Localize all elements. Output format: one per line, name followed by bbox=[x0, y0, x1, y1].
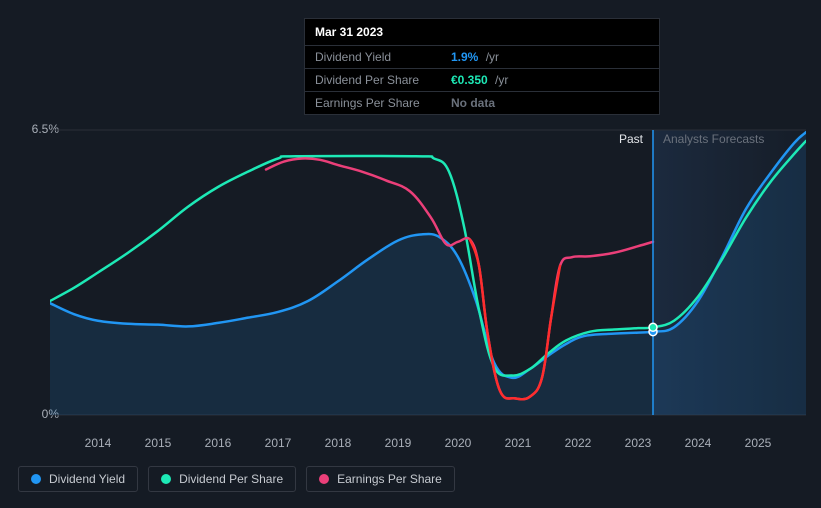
legend-label: Earnings Per Share bbox=[337, 472, 442, 486]
chart-plot-area[interactable] bbox=[50, 110, 806, 430]
x-tick-label: 2019 bbox=[385, 436, 412, 450]
x-tick-label: 2025 bbox=[745, 436, 772, 450]
tooltip-row: Earnings Per ShareNo data bbox=[305, 92, 659, 114]
marker-dividend_per_share bbox=[649, 323, 657, 331]
legend-label: Dividend Per Share bbox=[179, 472, 283, 486]
x-tick-label: 2023 bbox=[625, 436, 652, 450]
legend-item-dividend-yield[interactable]: Dividend Yield bbox=[18, 466, 138, 492]
legend-item-earnings-per-share[interactable]: Earnings Per Share bbox=[306, 466, 455, 492]
tooltip-row-value: No data bbox=[451, 96, 495, 110]
legend-swatch bbox=[319, 474, 329, 484]
x-tick-label: 2017 bbox=[265, 436, 292, 450]
region-label-forecast: Analysts Forecasts bbox=[663, 132, 764, 146]
region-label-past: Past bbox=[619, 132, 643, 146]
legend-swatch bbox=[31, 474, 41, 484]
tooltip-row-label: Dividend Per Share bbox=[315, 73, 451, 87]
tooltip-row-label: Dividend Yield bbox=[315, 50, 451, 64]
x-tick-label: 2024 bbox=[685, 436, 712, 450]
chart-tooltip: Mar 31 2023 Dividend Yield1.9% /yrDivide… bbox=[304, 18, 660, 115]
x-tick-label: 2015 bbox=[145, 436, 172, 450]
tooltip-date: Mar 31 2023 bbox=[305, 19, 659, 46]
legend-item-dividend-per-share[interactable]: Dividend Per Share bbox=[148, 466, 296, 492]
legend-swatch bbox=[161, 474, 171, 484]
x-tick-label: 2021 bbox=[505, 436, 532, 450]
legend: Dividend Yield Dividend Per Share Earnings… bbox=[18, 466, 455, 492]
tooltip-row: Dividend Per Share€0.350 /yr bbox=[305, 69, 659, 92]
tooltip-row: Dividend Yield1.9% /yr bbox=[305, 46, 659, 69]
tooltip-row-value: 1.9% /yr bbox=[451, 50, 499, 64]
x-tick-label: 2016 bbox=[205, 436, 232, 450]
tooltip-row-label: Earnings Per Share bbox=[315, 96, 451, 110]
x-tick-label: 2020 bbox=[445, 436, 472, 450]
x-tick-label: 2018 bbox=[325, 436, 352, 450]
tooltip-row-value: €0.350 /yr bbox=[451, 73, 508, 87]
legend-label: Dividend Yield bbox=[49, 472, 125, 486]
x-tick-label: 2022 bbox=[565, 436, 592, 450]
x-tick-label: 2014 bbox=[85, 436, 112, 450]
